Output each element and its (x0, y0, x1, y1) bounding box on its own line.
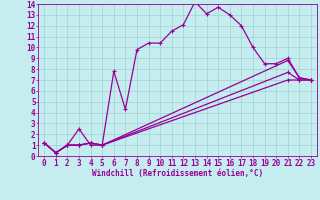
X-axis label: Windchill (Refroidissement éolien,°C): Windchill (Refroidissement éolien,°C) (92, 169, 263, 178)
